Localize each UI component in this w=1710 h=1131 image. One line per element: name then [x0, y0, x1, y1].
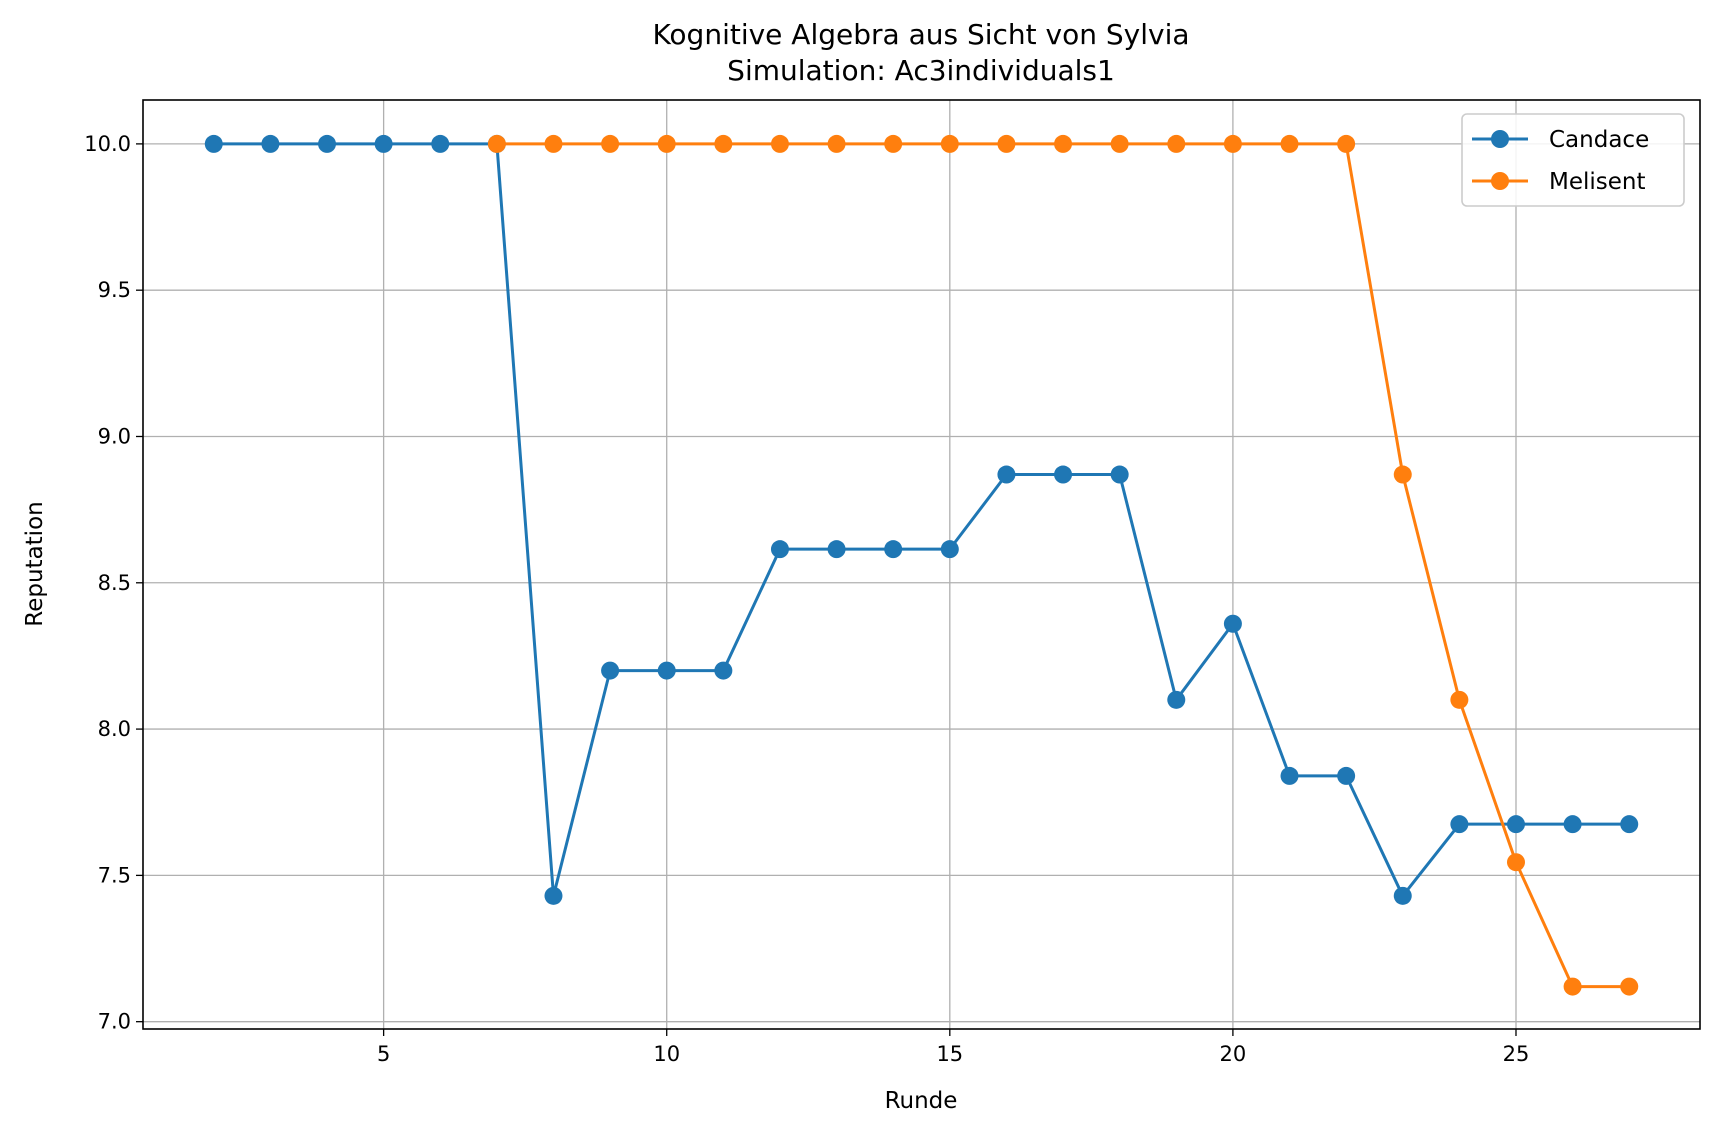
x-tick-label: 5 [377, 1042, 390, 1066]
data-point-candace [261, 134, 280, 153]
data-point-candace [601, 661, 620, 680]
data-point-candace [1620, 815, 1639, 834]
data-point-melisent [1563, 977, 1582, 996]
data-point-melisent [1393, 465, 1412, 484]
y-tick-label: 10.0 [84, 132, 131, 156]
x-tick-label: 25 [1503, 1042, 1530, 1066]
data-point-candace [204, 134, 223, 153]
data-point-candace [544, 886, 563, 905]
data-point-melisent [940, 134, 959, 153]
data-point-melisent [997, 134, 1016, 153]
chart-subtitle: Simulation: Ac3individuals1 [727, 54, 1115, 87]
legend-marker-candace [1491, 130, 1509, 148]
data-series [204, 134, 1639, 996]
series-candace [204, 134, 1639, 905]
plot-frame [142, 99, 1701, 1030]
x-tick-label: 15 [936, 1042, 963, 1066]
x-tick-label: 10 [653, 1042, 680, 1066]
data-point-candace [1337, 766, 1356, 785]
legend-label-candace: Candace [1549, 127, 1649, 153]
data-point-melisent [487, 134, 506, 153]
axis-ticks: 5 10 15 20 25 7.0 7.5 8.0 8.5 9.0 9.5 10.0 [84, 132, 1529, 1066]
legend-box [1461, 113, 1685, 207]
y-tick-label: 7.5 [98, 863, 131, 887]
data-point-melisent [1620, 977, 1639, 996]
data-point-melisent [1506, 853, 1525, 872]
chart-title: Kognitive Algebra aus Sicht von Sylvia [652, 18, 1189, 51]
data-point-candace [884, 540, 903, 559]
data-point-candace [1110, 465, 1129, 484]
data-point-candace [827, 540, 846, 559]
data-point-candace [997, 465, 1016, 484]
series-melisent [487, 134, 1639, 996]
x-axis-label: Runde [885, 1088, 958, 1114]
data-point-candace [1450, 815, 1469, 834]
data-point-melisent [714, 134, 733, 153]
data-point-melisent [1223, 134, 1242, 153]
data-point-candace [1223, 614, 1242, 633]
data-point-candace [940, 540, 959, 559]
data-point-melisent [1110, 134, 1129, 153]
data-point-melisent [1337, 134, 1356, 153]
y-axis-label: Reputation [22, 501, 48, 626]
y-tick-label: 8.5 [98, 571, 131, 595]
data-point-melisent [657, 134, 676, 153]
data-point-candace [1393, 886, 1412, 905]
data-point-candace [770, 540, 789, 559]
y-tick-label: 9.0 [98, 424, 131, 448]
data-point-melisent [1054, 134, 1073, 153]
data-point-melisent [1280, 134, 1299, 153]
data-point-melisent [884, 134, 903, 153]
legend-marker-melisent [1491, 172, 1509, 190]
data-point-candace [374, 134, 393, 153]
data-point-melisent [601, 134, 620, 153]
data-point-candace [1167, 690, 1186, 709]
data-point-melisent [770, 134, 789, 153]
data-point-melisent [1167, 134, 1186, 153]
y-tick-label: 7.0 [98, 1010, 131, 1034]
series-line-candace [213, 142, 1630, 898]
legend-label-melisent: Melisent [1549, 169, 1646, 195]
y-tick-label: 8.0 [98, 717, 131, 741]
data-point-candace [1054, 465, 1073, 484]
data-point-candace [657, 661, 676, 680]
legend: Candace Melisent [1461, 113, 1685, 207]
data-point-candace [431, 134, 450, 153]
data-point-candace [318, 134, 337, 153]
data-point-candace [1280, 766, 1299, 785]
y-tick-label: 9.5 [98, 278, 131, 302]
x-tick-label: 20 [1220, 1042, 1247, 1066]
data-point-candace [714, 661, 733, 680]
data-point-melisent [827, 134, 846, 153]
data-point-candace [1506, 815, 1525, 834]
data-point-melisent [1450, 690, 1469, 709]
data-point-melisent [544, 134, 563, 153]
data-point-candace [1563, 815, 1582, 834]
